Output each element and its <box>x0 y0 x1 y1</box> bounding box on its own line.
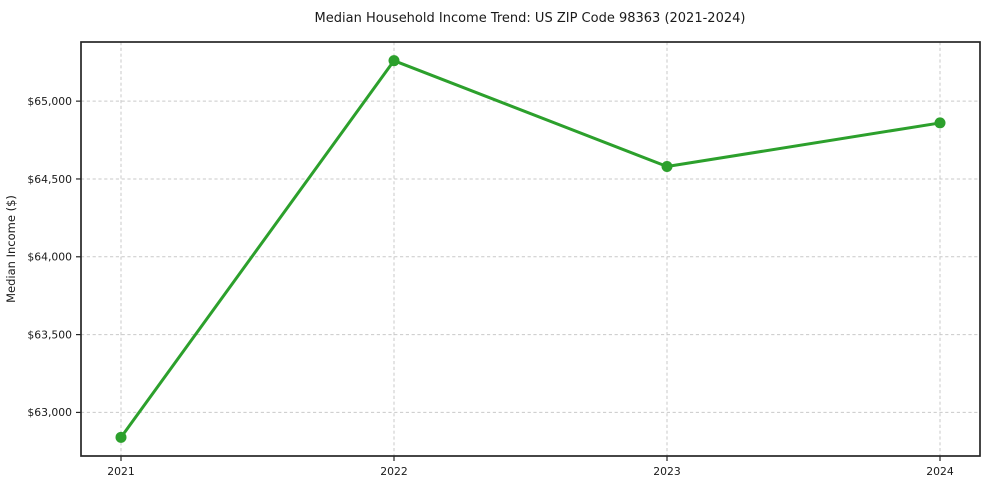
data-point-2021 <box>115 431 127 443</box>
data-point-2023 <box>661 161 673 173</box>
trend-line <box>119 59 942 439</box>
y-tick-label: $65,000 <box>27 95 72 108</box>
y-tick-label: $63,500 <box>27 328 72 341</box>
x-tick-label: 2024 <box>926 465 954 478</box>
y-tick-label: $64,000 <box>27 251 72 264</box>
y-tick-label: $64,500 <box>27 173 72 186</box>
y-axis-label: Median Income ($) <box>4 195 18 303</box>
x-tick-label: 2022 <box>380 465 407 478</box>
x-tick-label: 2023 <box>653 465 680 478</box>
x-tick-label: 2021 <box>107 465 134 478</box>
y-tick-label: $63,000 <box>27 406 72 419</box>
data-point-2024 <box>934 117 946 129</box>
plot-area: $63,000 $63,500 $64,000 $64,500 $65,000 2021 2… <box>27 41 981 478</box>
plot-border <box>80 41 981 457</box>
chart-title: Median Household Income Trend: US ZIP Co… <box>315 11 746 26</box>
data-point-2022 <box>388 55 400 67</box>
